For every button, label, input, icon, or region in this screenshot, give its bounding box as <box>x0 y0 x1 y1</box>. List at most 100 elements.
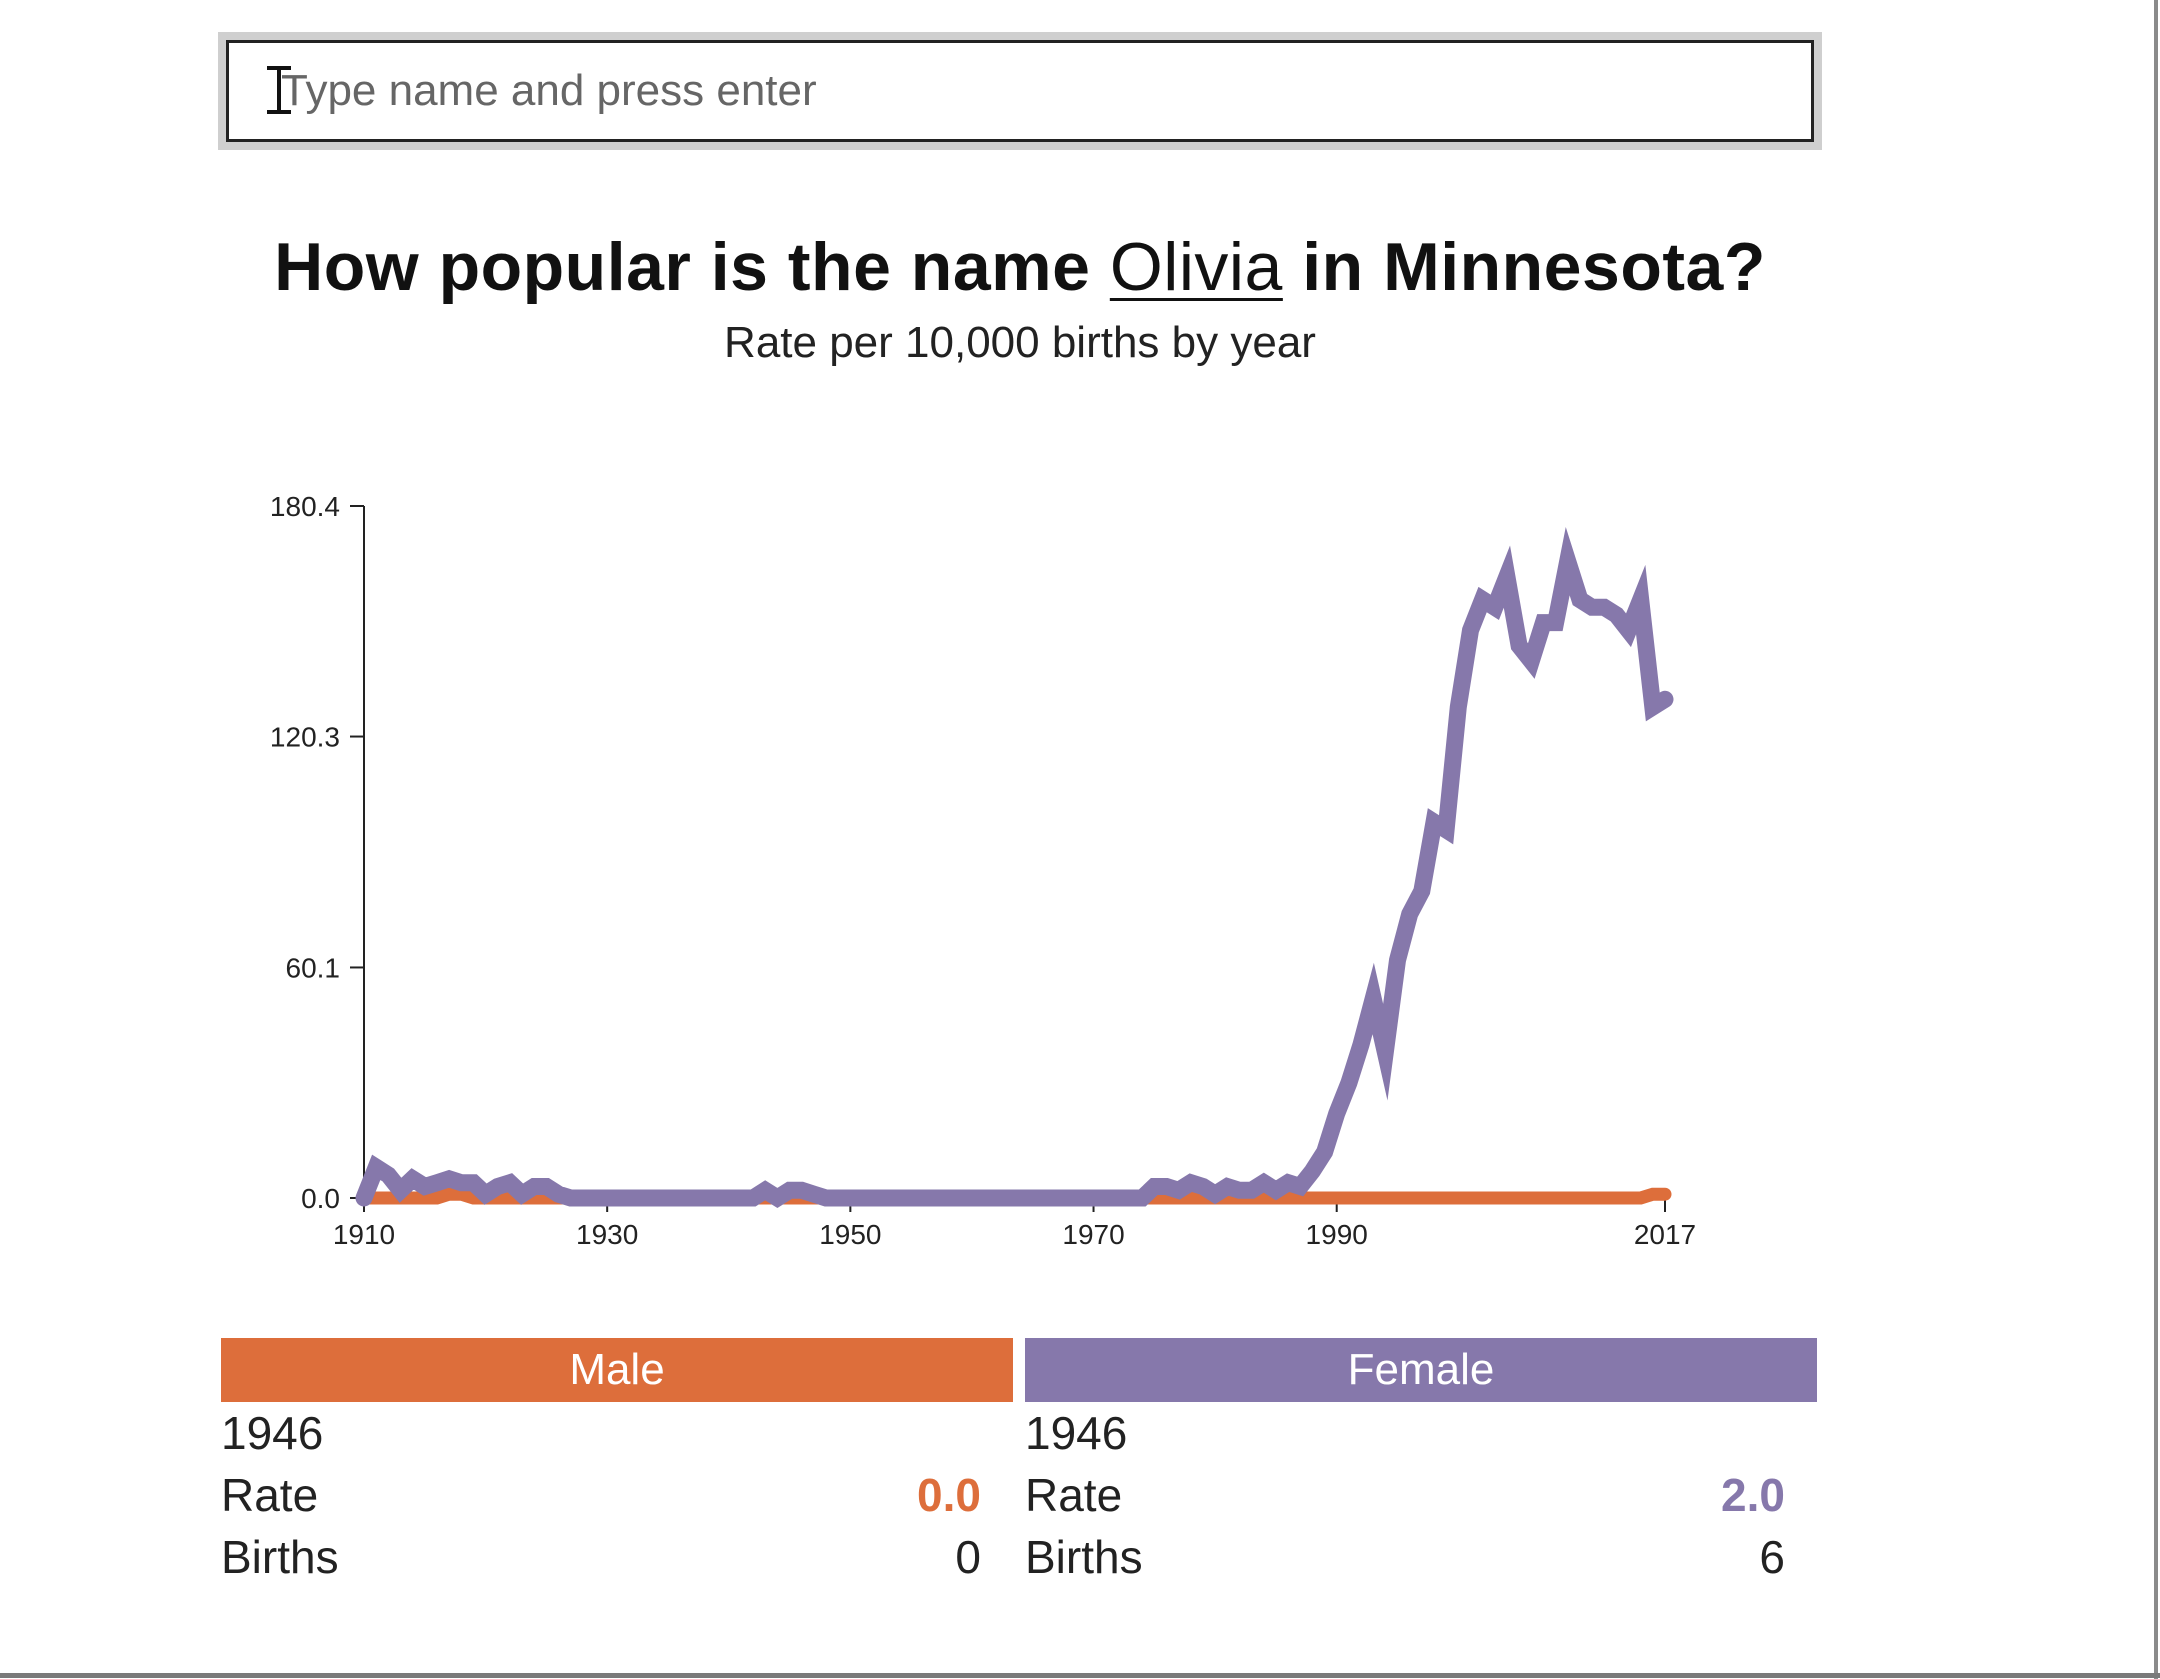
chart-title: How popular is the name Olivia in Minnes… <box>218 228 1822 306</box>
male-header: Male <box>221 1338 1013 1402</box>
male-year: 1946 <box>221 1407 324 1459</box>
data-point-female <box>570 1197 572 1199</box>
male-births-value: 0 <box>955 1531 981 1583</box>
data-point-female <box>1141 1197 1143 1199</box>
data-point-female <box>1433 821 1435 823</box>
female-rate-row: Rate 2.0 <box>1025 1464 1817 1526</box>
data-point-female <box>1615 614 1617 616</box>
data-point-female <box>776 1197 778 1199</box>
data-point-female <box>1214 1193 1216 1195</box>
female-births-label: Births <box>1025 1531 1143 1583</box>
data-point-female <box>1324 1151 1326 1153</box>
data-point-female <box>472 1182 474 1184</box>
data-point-male <box>412 1197 414 1199</box>
data-point-female <box>363 1197 365 1199</box>
female-births-row: Births 6 <box>1025 1526 1817 1588</box>
x-tick-label: 1910 <box>333 1219 395 1250</box>
data-point-female <box>1530 660 1532 662</box>
data-point-female <box>460 1182 462 1184</box>
data-point-male <box>460 1193 462 1195</box>
male-rate-value: 0.0 <box>917 1469 981 1521</box>
data-point-female <box>521 1193 523 1195</box>
male-panel: Male 1946 Rate 0.0 Births 0 <box>221 1338 1013 1588</box>
title-suffix: in Minnesota? <box>1282 229 1766 305</box>
data-point-female <box>1336 1113 1338 1115</box>
data-point-male <box>1579 1197 1581 1199</box>
data-point-male <box>1640 1197 1642 1199</box>
data-point-male <box>375 1197 377 1199</box>
data-point-female <box>813 1193 815 1195</box>
data-point-female <box>509 1182 511 1184</box>
data-point-female <box>375 1166 377 1168</box>
data-point-female <box>1555 622 1557 624</box>
female-year: 1946 <box>1025 1407 1128 1459</box>
male-rate-row: Rate 0.0 <box>221 1464 1013 1526</box>
data-point-female <box>400 1189 401 1191</box>
data-point-female <box>1457 706 1459 708</box>
x-tick-label: 1970 <box>1062 1219 1124 1250</box>
data-point-female <box>1494 606 1496 608</box>
data-point-female <box>533 1186 535 1187</box>
data-point-female <box>1251 1189 1253 1191</box>
data-point-female <box>1093 1197 1094 1199</box>
x-tick-label: 1990 <box>1306 1219 1368 1250</box>
data-point-male <box>448 1193 450 1195</box>
data-point-female <box>606 1197 608 1199</box>
male-births-row: Births 0 <box>221 1526 1013 1588</box>
female-header: Female <box>1025 1338 1817 1402</box>
series-line-male[interactable] <box>357 1187 1672 1205</box>
x-tick-label: 2017 <box>1634 1219 1696 1250</box>
male-births-label: Births <box>221 1531 339 1583</box>
data-point-female <box>1518 645 1520 647</box>
data-point-male <box>1336 1197 1338 1199</box>
x-tick-label: 1950 <box>819 1219 881 1250</box>
data-point-female <box>728 1197 730 1199</box>
data-point-male <box>1457 1197 1459 1199</box>
data-point-female <box>1409 913 1411 915</box>
data-point-female <box>436 1182 438 1184</box>
data-point-female <box>1153 1186 1155 1187</box>
data-point-female <box>1445 829 1447 831</box>
text-cursor-icon <box>267 66 291 114</box>
data-point-female <box>1263 1182 1265 1184</box>
chart-lines <box>355 527 1674 1209</box>
window-border-bottom <box>0 1673 2160 1678</box>
data-point-female <box>1397 959 1398 961</box>
data-point-female <box>1567 560 1569 562</box>
title-prefix: How popular is the name <box>274 229 1110 305</box>
data-point-female <box>1166 1186 1167 1187</box>
data-point-female <box>1202 1186 1204 1187</box>
chart-subtitle: Rate per 10,000 births by year <box>724 318 1316 367</box>
data-point-female <box>1640 599 1642 601</box>
female-rate-value: 2.0 <box>1721 1469 1785 1521</box>
data-point-male <box>472 1197 474 1199</box>
data-point-female <box>1287 1182 1289 1184</box>
data-point-female <box>801 1189 803 1191</box>
data-point-female <box>971 1197 973 1199</box>
data-point-male <box>436 1197 438 1199</box>
search-box <box>218 32 1822 150</box>
data-point-male <box>1664 1193 1666 1195</box>
window-border-right <box>2154 0 2158 1679</box>
data-point-female <box>1226 1186 1228 1187</box>
series-line-female[interactable] <box>355 527 1674 1209</box>
data-point-female <box>789 1189 791 1191</box>
data-point-female <box>485 1193 487 1195</box>
data-point-female <box>1652 706 1654 708</box>
data-point-female <box>558 1193 559 1195</box>
data-point-female <box>1360 1044 1362 1046</box>
female-births-value: 6 <box>1759 1531 1785 1583</box>
chart-axes: 0.0 60.1 120.3 180.4 1910 1930 1950 1970 1990 201… <box>270 491 1696 1250</box>
data-point-female <box>752 1197 754 1199</box>
data-point-male <box>1652 1193 1654 1195</box>
data-point-female <box>1579 599 1581 601</box>
title-name[interactable]: Olivia <box>1109 229 1283 305</box>
female-rate-label: Rate <box>1025 1469 1123 1521</box>
data-point-female <box>1421 890 1423 892</box>
data-point-female <box>1178 1189 1180 1191</box>
data-point-male <box>424 1197 426 1199</box>
name-search-input[interactable] <box>226 40 1814 142</box>
data-point-female <box>667 1197 669 1199</box>
data-point-female <box>1628 629 1629 631</box>
